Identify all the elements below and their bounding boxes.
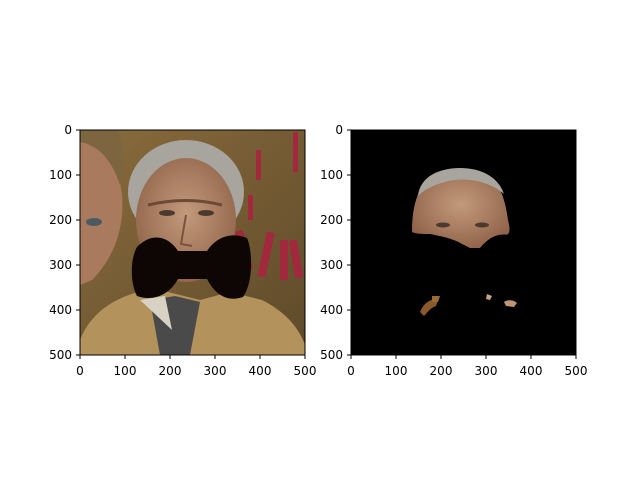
segmented-right-eye: [475, 222, 489, 228]
left-x-ticks: [79, 355, 306, 359]
right-y-tick-label: 0: [335, 123, 343, 137]
left-x-tick-label: 0: [76, 364, 84, 378]
left-y-tick-label: 100: [49, 168, 72, 182]
segmented-head: [412, 168, 510, 248]
right-x-tick-label: 500: [565, 364, 588, 378]
left-y-tick-label: 400: [49, 303, 72, 317]
right-axes-frame: [350, 129, 577, 356]
right-y-tick-label: 200: [320, 213, 343, 227]
segment-fragment: [504, 300, 517, 307]
right-x-ticks: [350, 355, 577, 359]
left-y-tick-labels: 0 100 200 300 400 500: [49, 123, 72, 362]
segmented-left-eye: [436, 222, 450, 228]
right-y-tick-label: 500: [320, 348, 343, 362]
left-x-tick-label: 400: [249, 364, 272, 378]
left-image-panel: [80, 130, 305, 355]
neighbor-eye: [86, 218, 102, 226]
segment-fragment: [432, 296, 440, 302]
right-y-ticks: [347, 129, 351, 356]
neighbor-hair: [80, 130, 124, 185]
left-x-tick-label: 500: [294, 364, 317, 378]
right-y-tick-label: 100: [320, 168, 343, 182]
mask-cutout: [408, 234, 512, 250]
right-x-tick-label: 100: [385, 364, 408, 378]
left-y-tick-label: 300: [49, 258, 72, 272]
left-eye: [159, 210, 175, 216]
left-x-tick-label: 300: [204, 364, 227, 378]
right-x-tick-labels: 0 100 200 300 400 500: [347, 364, 587, 378]
brow-shadow: [147, 199, 223, 207]
right-x-tick-label: 300: [475, 364, 498, 378]
right-image-panel: [351, 130, 576, 355]
right-x-tick-label: 200: [430, 364, 453, 378]
left-x-tick-label: 200: [159, 364, 182, 378]
bow-tie-mask: [131, 235, 252, 299]
segment-fragment: [420, 299, 438, 316]
right-y-tick-label: 300: [320, 258, 343, 272]
shirt-collar: [140, 296, 172, 330]
neighbor-face: [80, 135, 123, 285]
right-eye: [198, 210, 214, 216]
right-x-tick-label: 0: [347, 364, 355, 378]
left-x-tick-label: 100: [114, 364, 137, 378]
right-y-tick-label: 400: [320, 303, 343, 317]
left-axes-frame: [79, 129, 306, 356]
left-y-tick-label: 0: [64, 123, 72, 137]
nose: [179, 214, 193, 247]
left-x-tick-labels: 0 100 200 300 400 500: [76, 364, 316, 378]
right-y-tick-labels: 0 100 200 300 400 500: [320, 123, 343, 362]
left-y-tick-label: 500: [49, 348, 72, 362]
left-y-ticks: [76, 129, 80, 356]
segmented-hair: [418, 168, 504, 196]
right-x-tick-label: 400: [520, 364, 543, 378]
left-y-tick-label: 200: [49, 213, 72, 227]
segment-fragment: [486, 294, 492, 300]
